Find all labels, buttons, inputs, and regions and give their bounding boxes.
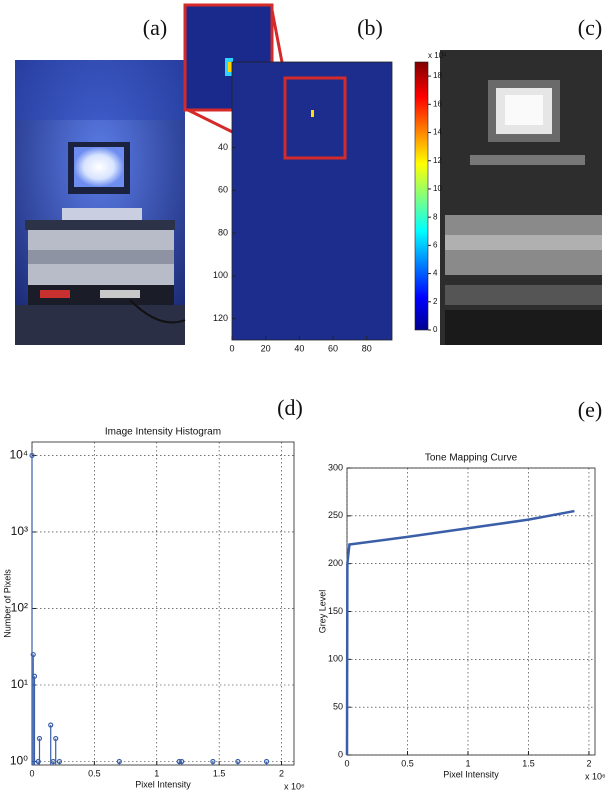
x-axis-label: Pixel Intensity xyxy=(135,779,191,789)
zoom-box xyxy=(283,76,347,160)
colorbar-tick-label: 2 xyxy=(433,297,438,306)
x-tick-label: 60 xyxy=(328,343,338,353)
stem xyxy=(30,651,36,765)
y-tick-label: 10² xyxy=(11,601,28,615)
y-tick-label: 40 xyxy=(218,142,228,152)
colorbar-tick-label: 12 xyxy=(433,156,442,165)
x-tick-label: 0 xyxy=(344,758,349,768)
stem xyxy=(36,735,43,765)
panel-label: (d) xyxy=(277,395,303,420)
stem xyxy=(48,722,54,765)
panel-label: (e) xyxy=(578,397,602,422)
x-tick-label: 1.5 xyxy=(522,758,535,768)
plot-frame xyxy=(31,441,295,766)
stem xyxy=(35,758,41,765)
colorbar-label: x 10⁵ xyxy=(428,51,446,60)
colorbar xyxy=(414,61,429,331)
y-tick-label: 200 xyxy=(328,558,343,568)
chart-title: Image Intensity Histogram xyxy=(105,427,221,438)
x-axis-label: Pixel Intensity xyxy=(443,769,499,779)
stem xyxy=(53,735,59,765)
y-tick-label: 60 xyxy=(218,185,228,195)
stem xyxy=(56,758,63,765)
x-tick-label: 1.5 xyxy=(213,768,226,778)
photo-a xyxy=(15,60,186,345)
y-tick-label: 100 xyxy=(328,654,343,664)
x-tick-label: 40 xyxy=(294,343,304,353)
stem xyxy=(31,673,38,765)
x-tick-label: 2 xyxy=(586,758,591,768)
x-exponent: x 10⁶ xyxy=(284,781,305,791)
x-tick-label: 80 xyxy=(362,343,372,353)
colorbar-tick-label: 14 xyxy=(433,128,442,137)
x-tick-label: 2 xyxy=(279,768,284,778)
y-tick-label: 10⁰ xyxy=(10,754,28,768)
y-tick-label: 10⁴ xyxy=(9,448,28,462)
stem xyxy=(116,758,122,765)
x-tick-label: 0.5 xyxy=(401,758,414,768)
colorbar-tick-label: 0 xyxy=(433,325,438,334)
stem xyxy=(235,758,241,765)
x-tick-label: 0 xyxy=(29,768,34,778)
photo-c xyxy=(440,50,602,345)
hot-spot xyxy=(311,110,314,117)
y-tick-label: 0 xyxy=(338,749,343,759)
x-tick-label: 20 xyxy=(261,343,271,353)
plot-frame xyxy=(231,61,393,341)
y-tick-label: 120 xyxy=(213,313,228,323)
panel-label: (c) xyxy=(578,15,602,40)
chart-title: Tone Mapping Curve xyxy=(425,453,518,464)
colorbar-tick-label: 4 xyxy=(433,269,438,278)
x-tick-label: 0.5 xyxy=(88,768,101,778)
y-axis-label: Grey Level xyxy=(317,590,327,634)
x-tick-label: 1 xyxy=(154,768,159,778)
stem xyxy=(210,758,216,765)
y-tick-label: 250 xyxy=(328,510,343,520)
y-axis-label: Number of Pixels xyxy=(2,569,12,638)
tone-curve xyxy=(345,509,575,756)
y-tick-label: 80 xyxy=(218,227,228,237)
stem xyxy=(29,452,35,765)
y-tick-label: 150 xyxy=(328,606,343,616)
x-tick-label: 0 xyxy=(229,343,234,353)
colorbar-tick-label: 18 xyxy=(433,71,442,80)
colorbar-tick-label: 6 xyxy=(433,240,438,249)
x-tick-label: 1 xyxy=(465,758,470,768)
y-tick-label: 10³ xyxy=(11,524,28,538)
heatmap-field xyxy=(232,62,392,340)
panel-label: (a) xyxy=(143,15,167,40)
colorbar-tick-label: 16 xyxy=(433,99,442,108)
y-tick-label: 300 xyxy=(328,462,343,472)
x-exponent: x 10⁶ xyxy=(585,771,606,781)
y-tick-label: 50 xyxy=(333,702,343,712)
panel-label: (b) xyxy=(357,15,383,40)
colorbar-tick-label: 8 xyxy=(433,212,438,221)
y-tick-label: 100 xyxy=(213,270,228,280)
y-tick-label: 10¹ xyxy=(11,677,28,691)
stem xyxy=(179,758,185,765)
stem xyxy=(50,758,56,765)
colorbar-tick-label: 10 xyxy=(433,184,442,193)
stem xyxy=(263,758,270,765)
